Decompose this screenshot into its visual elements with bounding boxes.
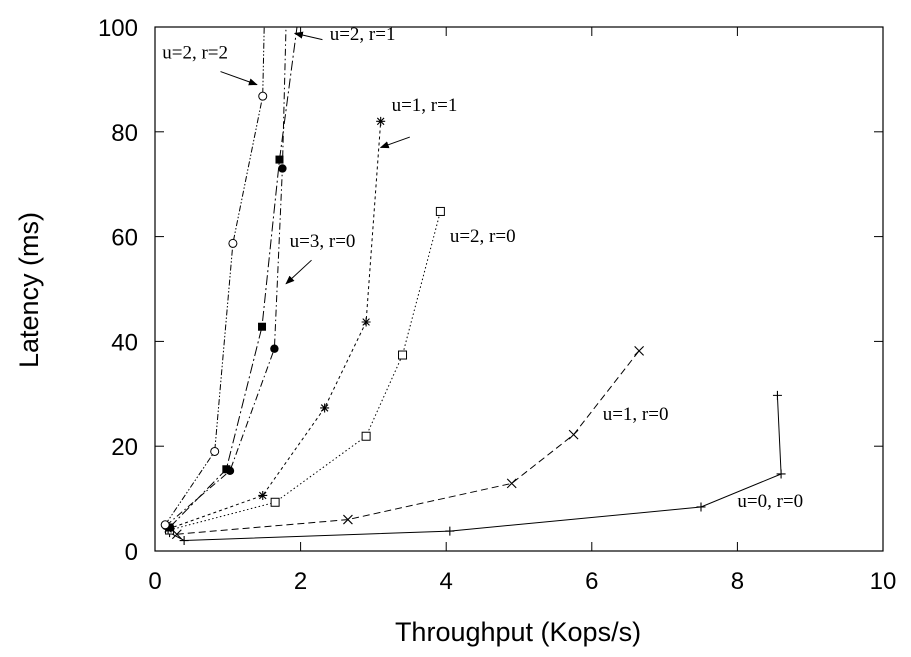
series-u-1-r-0	[171, 345, 645, 540]
data-point-marker	[696, 502, 706, 512]
plot-frame	[154, 26, 884, 552]
data-point-marker	[376, 116, 386, 126]
data-point-marker	[278, 164, 287, 173]
series-line	[167, 121, 382, 530]
data-point-marker	[258, 322, 267, 331]
series-label: u=2, r=0	[450, 226, 516, 247]
data-point-marker	[361, 317, 371, 327]
data-point-marker	[772, 390, 782, 400]
series-line	[176, 350, 640, 535]
data-point-marker	[270, 497, 280, 507]
data-point-marker	[270, 344, 279, 353]
x-tick-label: 2	[294, 568, 307, 595]
data-point-marker	[506, 478, 517, 489]
data-point-marker	[435, 206, 445, 216]
series-u-2-r-0	[165, 206, 445, 535]
data-point-marker	[320, 403, 330, 413]
data-point-marker	[343, 514, 353, 525]
data-point-marker	[210, 446, 220, 456]
series-u-1-r-1	[163, 116, 386, 534]
data-point-marker	[398, 350, 408, 360]
data-point-marker	[568, 429, 579, 440]
series-group	[160, 26, 786, 546]
x-tick-label: 8	[731, 568, 744, 595]
y-tick-label: 60	[111, 225, 138, 252]
y-axis-title: Latency (ms)	[14, 212, 44, 368]
data-point-marker	[160, 520, 170, 530]
series-label: u=3, r=0	[290, 231, 356, 252]
data-point-marker	[258, 91, 268, 101]
y-tick-label: 40	[111, 329, 138, 356]
y-tick-label: 20	[111, 434, 138, 461]
y-tick-label: 0	[125, 539, 138, 566]
data-point-marker	[222, 465, 231, 474]
data-point-marker	[179, 536, 189, 546]
series-label: u=1, r=1	[392, 95, 458, 116]
series-label: u=1, r=0	[603, 404, 669, 425]
data-point-marker	[275, 155, 284, 164]
series-line	[165, 26, 287, 527]
data-point-marker	[776, 469, 786, 479]
x-tick-label: 4	[440, 568, 453, 595]
data-point-marker	[258, 490, 268, 500]
data-point-marker	[165, 523, 174, 532]
series-label: u=2, r=2	[162, 42, 228, 63]
series-u-2-r-2	[160, 26, 268, 530]
series-u-2-r-1	[165, 26, 298, 532]
data-point-marker	[361, 431, 371, 441]
x-axis-title: Throughput (Kops/s)	[395, 617, 641, 647]
series-line	[169, 395, 782, 542]
y-tick-label: 80	[111, 120, 138, 147]
series-line	[169, 211, 441, 531]
series-u-0-r-0	[165, 390, 786, 546]
series-label: u=0, r=0	[737, 491, 803, 512]
y-tick-label: 100	[98, 15, 138, 42]
x-tick-label: 0	[148, 568, 161, 595]
label-arrow	[220, 71, 258, 86]
x-tick-label: 10	[870, 568, 897, 595]
label-arrow	[379, 136, 410, 149]
data-point-marker	[445, 526, 455, 536]
label-arrow	[293, 31, 323, 41]
x-tick-label: 6	[585, 568, 598, 595]
data-point-marker	[228, 238, 238, 248]
series-label: u=2, r=1	[330, 24, 396, 45]
annotation-group: u=0, r=0 u=1, r=0 u=2, r=0 u=1, r=1 u=3, r=0…	[162, 24, 803, 512]
data-point-marker	[634, 345, 645, 356]
series-line	[169, 26, 298, 528]
label-arrow	[285, 259, 312, 285]
series-u-3-r-0	[161, 26, 287, 531]
